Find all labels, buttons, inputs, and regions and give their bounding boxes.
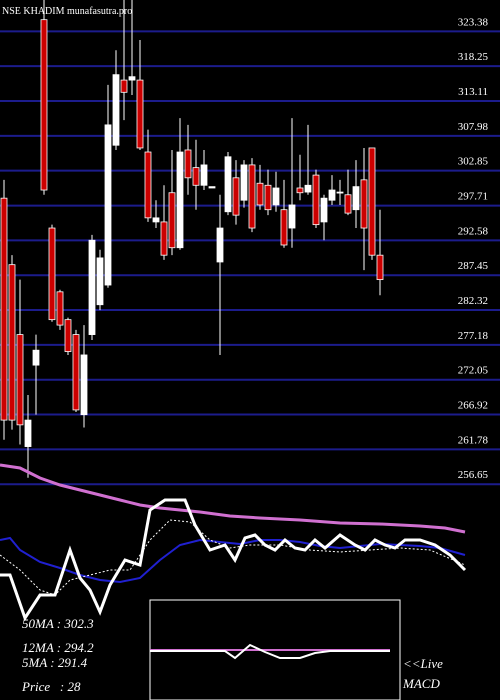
candle-body [80, 354, 88, 416]
candle-body [344, 194, 352, 214]
candle-body [304, 184, 312, 193]
candle-body [288, 204, 296, 229]
candle-body [56, 291, 64, 326]
candle-body [32, 349, 40, 366]
candle-body [224, 156, 232, 213]
candle-body [320, 197, 328, 223]
y-tick-label: 272.05 [458, 365, 489, 377]
candle-body [312, 174, 320, 226]
y-tick-label: 307.98 [458, 121, 489, 133]
candle-body [232, 177, 240, 216]
candle-body [16, 334, 24, 426]
candle-body [176, 151, 184, 249]
candle-body [264, 184, 272, 211]
candle-body [272, 187, 280, 206]
candle-body [184, 149, 192, 179]
ma-line-long [0, 463, 466, 534]
candle-body [192, 167, 200, 186]
candle-body [136, 79, 144, 149]
candle-body [240, 164, 248, 201]
candle-body [24, 419, 32, 447]
ma-line-short [0, 519, 466, 596]
y-tick-label: 282.32 [458, 295, 488, 307]
y-tick-label: 318.25 [458, 51, 489, 63]
y-tick-label: 266.92 [458, 400, 488, 412]
candle-body [8, 264, 16, 421]
candle-body [160, 221, 168, 256]
y-tick-label: 287.45 [458, 260, 489, 272]
candle-body [328, 189, 336, 201]
ma-line-mid [0, 536, 466, 584]
candle-body [360, 179, 368, 229]
y-tick-label: 297.71 [458, 191, 488, 203]
ma50-label: 50MA : 302.3 [22, 616, 94, 631]
candle-body [128, 76, 136, 81]
candle-body [104, 124, 112, 286]
candles [0, 0, 384, 478]
grid: 323.38 318.25 313.11 307.98 302.85 297.71 292.… [0, 16, 500, 486]
candle-body [72, 334, 80, 411]
candle-body [64, 319, 72, 352]
candle-body [200, 164, 208, 186]
candle-body [120, 79, 128, 93]
candle-body [168, 192, 176, 249]
candle-body [216, 227, 224, 263]
candle-body [0, 197, 8, 421]
candle-body [336, 191, 344, 194]
ma12-label: 12MA : 294.2 [22, 640, 94, 655]
y-tick-label: 261.78 [458, 434, 489, 446]
candle-body [40, 19, 48, 191]
ma5-label: 5MA : 291.4 [22, 655, 88, 670]
candle-body [256, 182, 264, 206]
y-tick-label: 313.11 [458, 86, 488, 98]
candle-body [368, 147, 376, 256]
candle-body [208, 186, 216, 189]
candle-body [280, 209, 288, 246]
candle-body [248, 164, 256, 229]
candle-body [152, 217, 160, 223]
price-label: Price : 28 [21, 679, 81, 694]
macd-line [150, 643, 390, 660]
y-tick-label: 323.38 [458, 16, 489, 28]
candle-body [88, 239, 96, 335]
y-tick-label: 256.65 [458, 469, 489, 481]
y-tick-label: 277.18 [458, 330, 489, 342]
candle-body [96, 257, 104, 306]
candle-body [296, 187, 304, 194]
candle-body [112, 74, 120, 146]
price-line [0, 498, 467, 622]
candle-body [376, 254, 384, 281]
candle-body [144, 151, 152, 219]
candle-body [48, 227, 56, 321]
chart-title: NSE KHADIM munafasutra.pro [2, 6, 132, 17]
y-tick-label: 302.85 [458, 156, 489, 168]
candle-body [352, 186, 360, 211]
y-tick-label: 292.58 [458, 225, 489, 237]
macd-label: MACD [402, 676, 440, 691]
live-label: <<Live [403, 656, 443, 671]
